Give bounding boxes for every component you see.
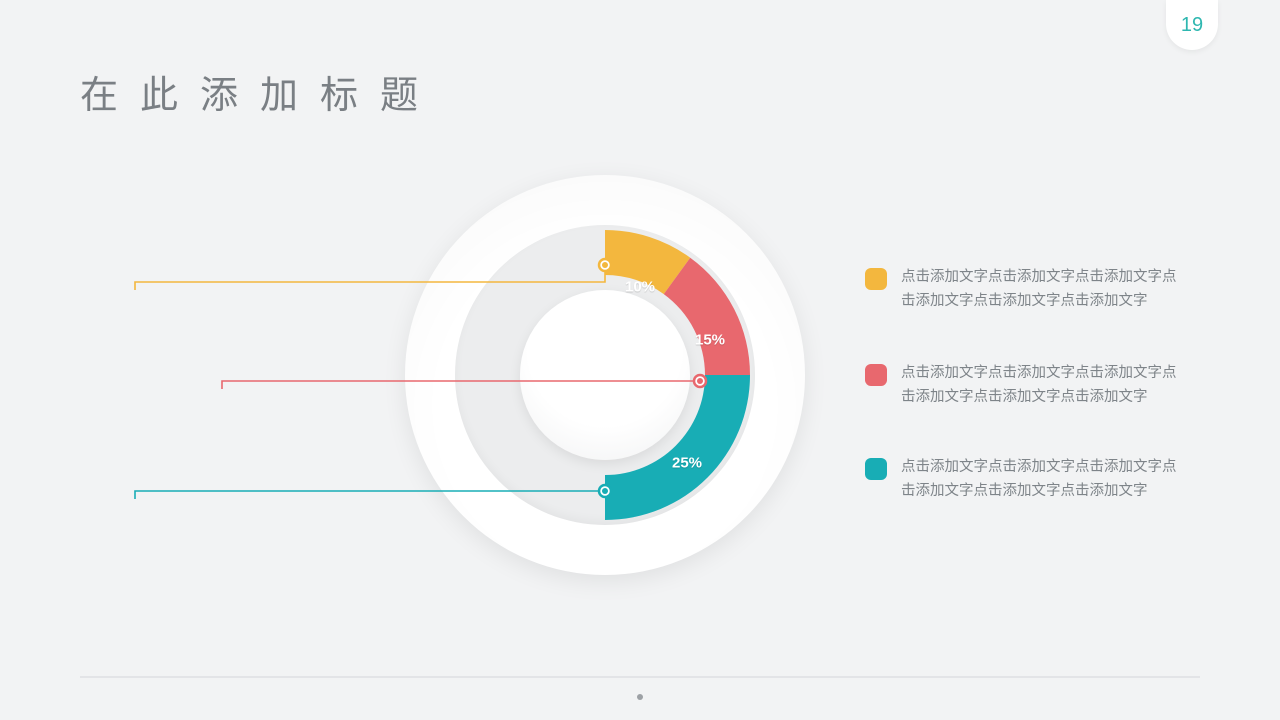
- bottom-dot-icon: [637, 694, 643, 700]
- page-title: 在此添加标题: [80, 64, 440, 119]
- pct-label: 25%: [672, 455, 702, 472]
- legend-swatch: [865, 268, 887, 290]
- legend-item: 点击添加文字点击添加文字点击添加文字点击添加文字点击添加文字点击添加文字: [865, 266, 1185, 314]
- legend-item: 点击添加文字点击添加文字点击添加文字点击添加文字点击添加文字点击添加文字: [865, 456, 1185, 504]
- legend-swatch: [865, 364, 887, 386]
- donut-chart: [405, 175, 805, 575]
- pct-label: 15%: [695, 332, 725, 349]
- legend-swatch: [865, 458, 887, 480]
- chart-inner-disc: [520, 290, 690, 460]
- legend-text: 点击添加文字点击添加文字点击添加文字点击添加文字点击添加文字点击添加文字: [901, 266, 1185, 314]
- bottom-divider: [80, 676, 1200, 678]
- pct-label: 10%: [625, 279, 655, 296]
- page-number: 19: [1181, 14, 1203, 37]
- page-number-tab: 19: [1166, 0, 1218, 50]
- legend-item: 点击添加文字点击添加文字点击添加文字点击添加文字点击添加文字点击添加文字: [865, 362, 1185, 410]
- legend-text: 点击添加文字点击添加文字点击添加文字点击添加文字点击添加文字点击添加文字: [901, 362, 1185, 410]
- legend-text: 点击添加文字点击添加文字点击添加文字点击添加文字点击添加文字点击添加文字: [901, 456, 1185, 504]
